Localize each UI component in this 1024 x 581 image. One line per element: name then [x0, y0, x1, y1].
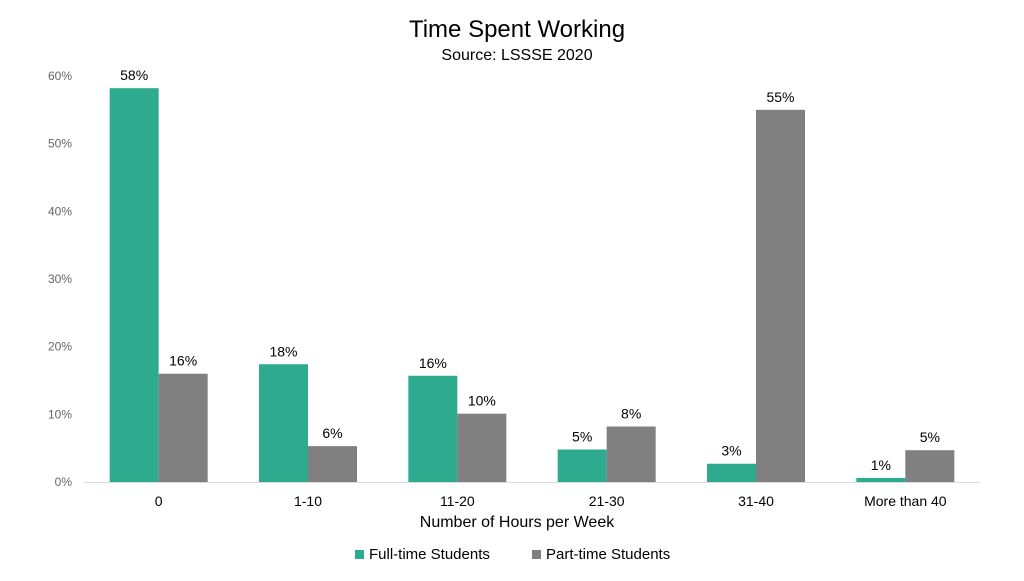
x-tick-label: 1-10 [294, 493, 322, 509]
data-label: 16% [419, 355, 447, 371]
y-tick-label: 0% [55, 475, 73, 489]
bar [905, 450, 955, 482]
legend-swatch [532, 550, 541, 559]
bar [707, 463, 756, 482]
data-label: 8% [621, 406, 641, 422]
x-tick-label: 0 [155, 493, 163, 509]
data-label: 1% [871, 457, 891, 473]
legend-label: Part-time Students [546, 546, 670, 563]
data-label: 3% [721, 443, 741, 459]
bar [408, 375, 458, 482]
x-tick-label: 31-40 [738, 493, 774, 509]
bar [856, 477, 906, 482]
x-tick-label: 21-30 [589, 493, 625, 509]
bar [109, 88, 159, 483]
y-tick-label: 10% [48, 407, 72, 421]
legend: Full-time Students Part-time Students [355, 546, 670, 563]
bar [756, 109, 805, 482]
bar [259, 364, 308, 482]
plot-area: 0% 10% 20% 30% 40% 50% 60% 58% 16% 0 18% 6% 1-10 16% 1… [48, 67, 980, 509]
y-tick-label: 20% [48, 340, 72, 354]
data-label: 55% [766, 89, 794, 105]
chart-subtitle: Source: LSSSE 2020 [441, 47, 592, 64]
y-tick-label: 50% [48, 137, 72, 151]
y-tick-label: 60% [48, 69, 72, 83]
y-tick-label: 40% [48, 204, 72, 218]
data-label: 10% [468, 393, 496, 409]
bar [557, 449, 607, 482]
chart-title: Time Spent Working [409, 16, 625, 43]
x-axis-title: Number of Hours per Week [420, 514, 615, 531]
data-label: 5% [920, 429, 940, 445]
data-label: 18% [269, 343, 297, 359]
data-label: 16% [169, 353, 197, 369]
x-tick-label: 11-20 [440, 493, 475, 509]
bar [308, 446, 357, 482]
y-tick-label: 30% [48, 272, 72, 286]
legend-label: Full-time Students [369, 546, 490, 563]
data-label: 58% [120, 67, 148, 83]
data-label: 6% [322, 425, 342, 441]
bar [158, 373, 208, 482]
data-label: 5% [572, 429, 592, 445]
x-tick-label: More than 40 [864, 493, 947, 509]
bar [457, 413, 507, 482]
bar [606, 426, 656, 482]
legend-swatch [355, 550, 364, 559]
